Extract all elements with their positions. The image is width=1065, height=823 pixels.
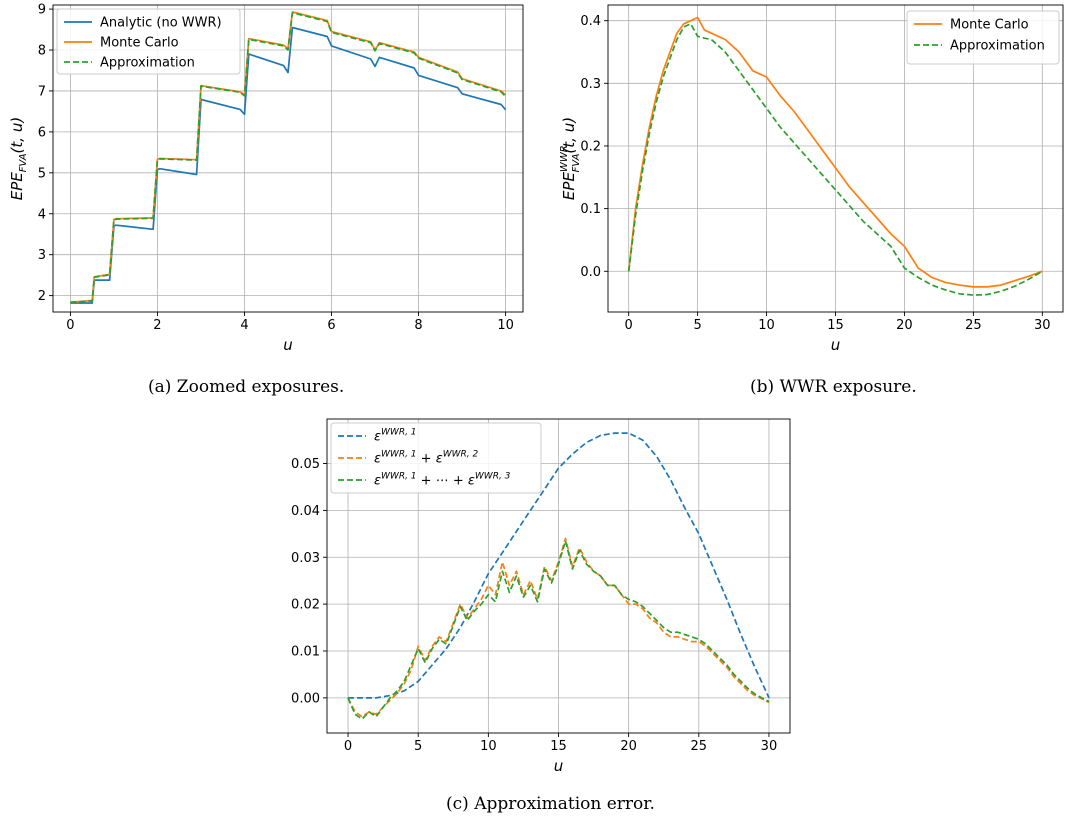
legend-label: Monte Carlo: [950, 18, 1029, 33]
legend-box: [56, 8, 241, 75]
x-tick-label: 10: [497, 318, 514, 333]
x-tick-label: 5: [414, 739, 422, 754]
x-tick-label: 2: [153, 318, 161, 333]
x-tick-label: 6: [327, 318, 335, 333]
caption-c: (c) Approximation error.: [446, 794, 655, 814]
legend-b: Monte Carlo Approximation: [906, 10, 1060, 65]
y-tick-label: 0.03: [291, 551, 320, 566]
x-tick-label: 0: [344, 739, 352, 754]
y-tick-label: 0.4: [580, 14, 601, 29]
x-tick-label: 0: [66, 318, 74, 333]
chart-c: 0 5 10 15 20 25 30 0.00 0.01 0.02 0.03 0.04 0.05 u εWW…: [291, 418, 791, 775]
y-tick-label: 4: [38, 207, 46, 222]
series-line-c-0: [348, 432, 770, 699]
axes-frame: [52, 4, 524, 313]
legend-box: [330, 422, 542, 494]
legend-c: εWWR, 1 εWWR, 1 + εWWR, 2 εWWR, 1 + ⋯ + εW…: [330, 422, 542, 494]
y-tick-label: 6: [38, 125, 46, 140]
x-tick-label: 30: [761, 739, 778, 754]
series-line-b-1: [627, 22, 1043, 296]
x-tick-label: 10: [480, 739, 497, 754]
y-tick-label: 0.2: [580, 139, 601, 154]
legend-box: [906, 10, 1060, 65]
caption-a: (a) Zoomed exposures.: [148, 377, 345, 397]
x-axis-label: u: [283, 336, 293, 354]
y-tick-label: 5: [38, 166, 46, 181]
y-tick-label: 9: [38, 3, 46, 18]
x-tick-label: 5: [693, 318, 701, 333]
series-line-b-0: [627, 16, 1043, 288]
y-tick-label: 7: [38, 84, 46, 99]
y-tick-label: 8: [38, 44, 46, 59]
chart-a: 0 2 4 6 8 10 2 3 4 5 6 7 8 9 u EPEFVA(t, u) Analytic (no…: [8, 3, 524, 354]
legend-label: εWWR, 1 + ⋯ + εWWR, 3: [374, 472, 511, 489]
x-tick-label: 8: [414, 318, 422, 333]
series-line-c-1: [347, 537, 770, 718]
y-tick-label: 0.02: [291, 598, 320, 613]
x-tick-label: 0: [625, 318, 633, 333]
x-tick-label: 10: [758, 318, 775, 333]
legend-a: Analytic (no WWR) Monte Carlo Approximatio…: [56, 8, 241, 75]
x-tick-label: 25: [965, 318, 982, 333]
x-tick-label: 15: [550, 739, 567, 754]
series-line-a-0: [70, 26, 507, 304]
caption-b: (b) WWR exposure.: [750, 377, 917, 397]
x-axis-label: u: [831, 336, 841, 354]
series-line-c-2: [347, 540, 770, 720]
x-tick-label: 20: [620, 739, 637, 754]
y-tick-label: 0.04: [291, 504, 320, 519]
series-line-a-2: [70, 11, 507, 304]
chart-b: 0 5 10 15 20 25 30 0.0 0.1 0.2 0.3 0.4 u EPEWWRFVA(t,…: [559, 4, 1064, 354]
legend-label: εWWR, 1: [374, 428, 417, 445]
y-axis-label: EPEFVA(t, u): [8, 117, 29, 200]
y-axis-label: EPEWWRFVA(t, u): [559, 117, 582, 200]
y-tick-label: 0.3: [580, 77, 601, 92]
legend-label: Analytic (no WWR): [100, 16, 222, 31]
legend-label: εWWR, 1 + εWWR, 2: [374, 450, 479, 467]
y-tick-label: 0.1: [580, 202, 601, 217]
x-tick-label: 20: [896, 318, 913, 333]
x-tick-label: 15: [827, 318, 844, 333]
legend-label: Monte Carlo: [100, 36, 179, 51]
legend-label: Approximation: [100, 56, 195, 71]
y-tick-label: 0.05: [291, 457, 320, 472]
y-tick-label: 3: [38, 248, 46, 263]
x-tick-label: 25: [691, 739, 708, 754]
x-axis-label: u: [554, 757, 564, 775]
y-tick-label: 0.0: [580, 265, 601, 280]
x-tick-label: 30: [1034, 318, 1051, 333]
y-tick-label: 0.01: [291, 644, 320, 659]
y-tick-label: 0.00: [291, 691, 320, 706]
y-tick-label: 2: [38, 289, 46, 304]
x-tick-label: 4: [240, 318, 248, 333]
legend-label: Approximation: [950, 39, 1045, 54]
